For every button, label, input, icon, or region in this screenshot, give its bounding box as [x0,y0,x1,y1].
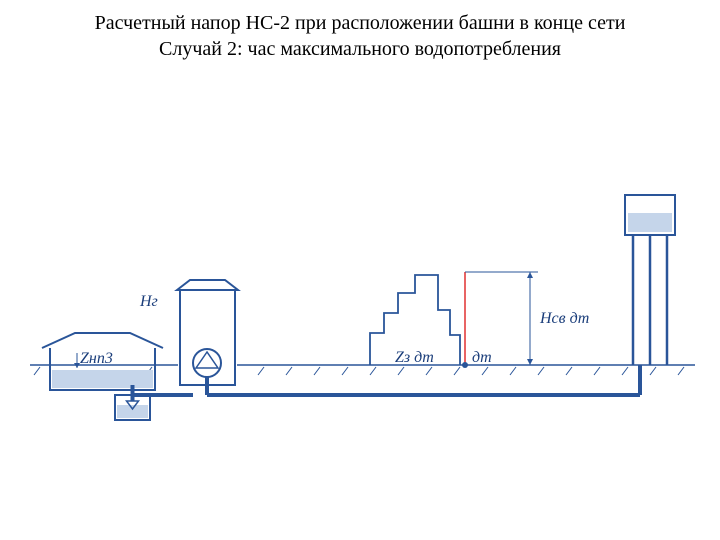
label-hsvdt: Нсв дт [540,310,589,328]
label-znp3: Zнп3 [80,350,113,368]
label-hg: Нг [140,293,158,311]
label-dt: дт [472,349,492,367]
label-z3dt: Zз дт [395,349,434,367]
hydraulic-diagram [0,0,720,540]
